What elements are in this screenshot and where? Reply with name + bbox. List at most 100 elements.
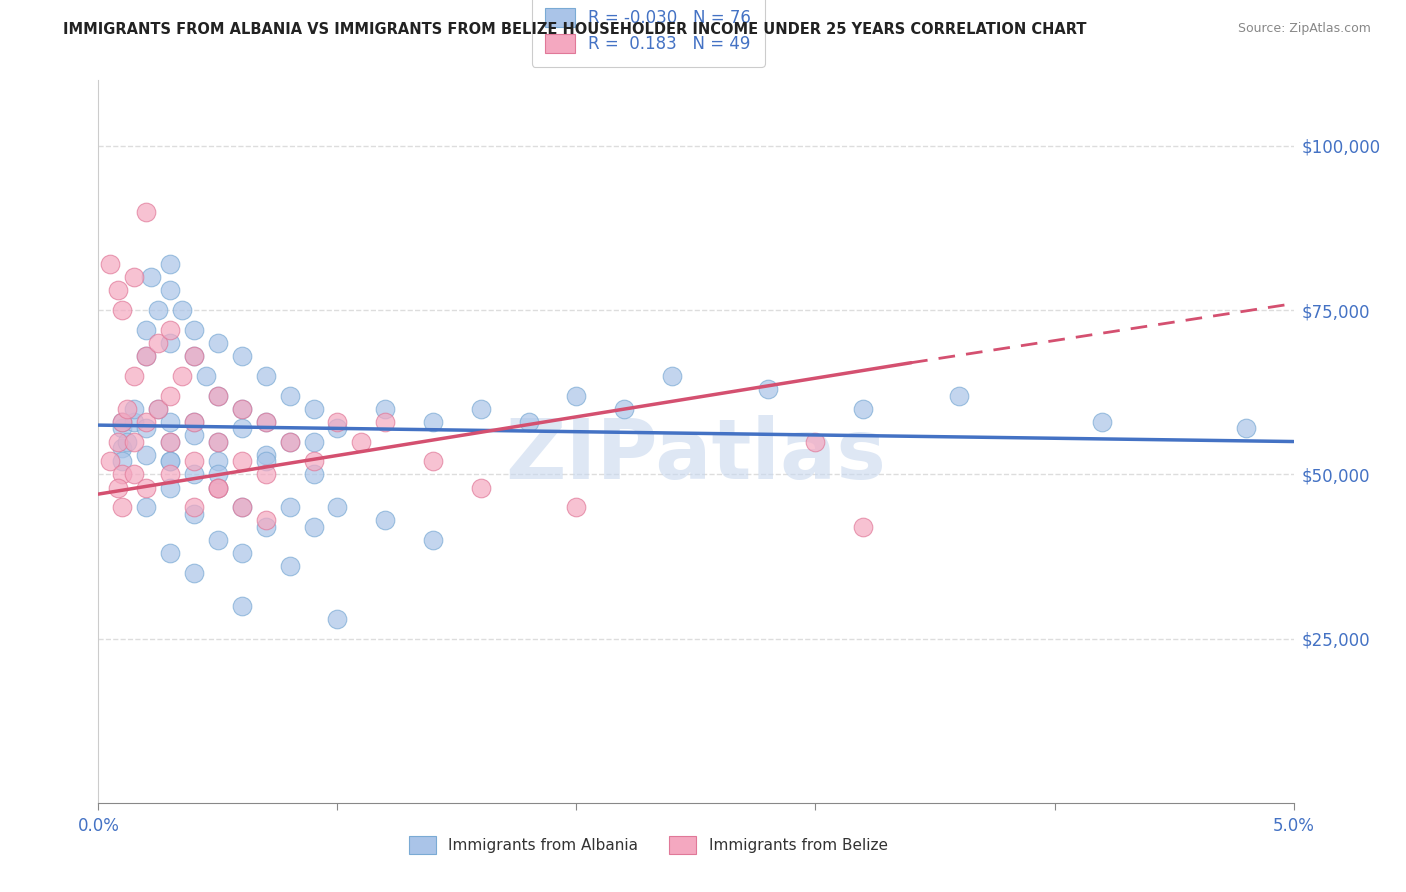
Legend: Immigrants from Albania, Immigrants from Belize: Immigrants from Albania, Immigrants from… (402, 830, 894, 860)
Point (422, 533, 444, 547)
Point (183, 467, 205, 482)
Point (135, 500, 157, 515)
Point (517, 415, 540, 429)
Point (278, 500, 301, 515)
Point (374, 513, 396, 527)
Point (278, 434, 301, 449)
Point (374, 401, 396, 416)
Point (254, 467, 277, 482)
Point (948, 388, 970, 402)
Point (183, 323, 205, 337)
Point (111, 467, 134, 482)
Point (661, 368, 683, 383)
Point (111, 303, 134, 318)
Point (254, 415, 277, 429)
Point (135, 323, 157, 337)
Point (254, 520, 277, 534)
Point (135, 415, 157, 429)
Point (231, 546, 253, 560)
Point (183, 415, 205, 429)
Point (326, 500, 349, 515)
Point (470, 401, 492, 416)
Point (172, 368, 194, 383)
Point (207, 481, 229, 495)
Point (159, 323, 181, 337)
Point (302, 454, 325, 468)
Point (111, 454, 134, 468)
Point (565, 388, 588, 402)
Point (183, 349, 205, 363)
Point (183, 428, 205, 442)
Point (254, 368, 277, 383)
Point (231, 401, 253, 416)
Point (422, 454, 444, 468)
Point (470, 481, 492, 495)
Point (374, 415, 396, 429)
Point (231, 500, 253, 515)
Text: IMMIGRANTS FROM ALBANIA VS IMMIGRANTS FROM BELIZE HOUSEHOLDER INCOME UNDER 25 YE: IMMIGRANTS FROM ALBANIA VS IMMIGRANTS FR… (63, 22, 1087, 37)
Point (124, 368, 146, 383)
Point (172, 303, 194, 318)
Point (159, 284, 181, 298)
Point (124, 270, 146, 285)
Point (195, 368, 218, 383)
Point (422, 415, 444, 429)
Point (326, 421, 349, 435)
Point (254, 454, 277, 468)
Point (107, 481, 129, 495)
Point (124, 434, 146, 449)
Point (254, 513, 277, 527)
Point (159, 415, 181, 429)
Point (159, 546, 181, 560)
Point (231, 500, 253, 515)
Point (852, 401, 875, 416)
Point (98, 454, 122, 468)
Point (111, 415, 134, 429)
Point (231, 599, 253, 613)
Point (135, 349, 157, 363)
Point (183, 454, 205, 468)
Point (302, 467, 325, 482)
Point (159, 454, 181, 468)
Point (207, 533, 229, 547)
Point (207, 467, 229, 482)
Point (135, 448, 157, 462)
Point (111, 441, 134, 455)
Point (756, 382, 779, 396)
Point (254, 448, 277, 462)
Point (159, 336, 181, 351)
Point (565, 500, 588, 515)
Point (159, 434, 181, 449)
Point (111, 415, 134, 429)
Point (159, 388, 181, 402)
Point (139, 270, 162, 285)
Point (350, 434, 373, 449)
Point (278, 388, 301, 402)
Point (302, 401, 325, 416)
Point (115, 434, 138, 449)
Point (148, 336, 170, 351)
Point (124, 415, 146, 429)
Point (207, 388, 229, 402)
Point (207, 434, 229, 449)
Point (124, 467, 146, 482)
Point (135, 481, 157, 495)
Point (302, 434, 325, 449)
Point (98, 257, 122, 271)
Point (159, 434, 181, 449)
Point (207, 434, 229, 449)
Point (207, 336, 229, 351)
Point (207, 388, 229, 402)
Point (302, 520, 325, 534)
Point (1091, 415, 1114, 429)
Point (159, 467, 181, 482)
Point (107, 434, 129, 449)
Point (135, 349, 157, 363)
Point (135, 204, 157, 219)
Point (124, 401, 146, 416)
Point (207, 454, 229, 468)
Point (148, 303, 170, 318)
Point (231, 401, 253, 416)
Point (107, 284, 129, 298)
Point (231, 421, 253, 435)
